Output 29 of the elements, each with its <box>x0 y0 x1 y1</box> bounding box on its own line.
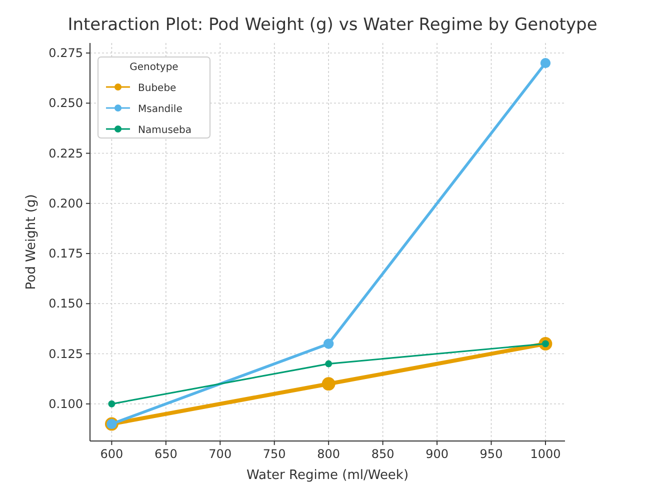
point <box>108 400 116 408</box>
x-tick-label: 900 <box>426 447 448 461</box>
y-tick-label: 0.200 <box>48 196 83 210</box>
x-tick-label: 600 <box>100 447 124 461</box>
x-tick-label: 800 <box>317 447 340 461</box>
x-tick-label: 1000 <box>530 447 561 461</box>
legend-label: Namuseba <box>138 125 192 136</box>
y-tick-label: 0.125 <box>48 346 83 361</box>
x-tick-label: 950 <box>480 447 503 461</box>
chart-title: Interaction Plot: Pod Weight (g) vs Water Regime by Genotype <box>68 15 598 35</box>
legend-title: Genotype <box>130 62 178 73</box>
y-tick-label: 0.100 <box>48 396 83 411</box>
point <box>322 377 336 391</box>
y-tick-label: 0.150 <box>48 296 83 311</box>
y-tick-label: 0.275 <box>48 46 83 60</box>
x-tick-label: 650 <box>154 447 178 461</box>
x-tick-label: 750 <box>262 447 286 461</box>
x-axis-title: Water Regime (ml/Week) <box>246 468 409 483</box>
point <box>323 338 334 349</box>
x-tick-label: 850 <box>371 447 394 461</box>
point <box>540 58 551 68</box>
legend-label: Msandile <box>138 104 182 115</box>
legend-label: Bubebe <box>138 83 176 94</box>
x-tick-label: 700 <box>208 447 232 461</box>
y-tick-label: 0.175 <box>48 246 83 261</box>
y-axis-title: Pod Weight (g) <box>24 194 39 290</box>
y-tick-label: 0.250 <box>48 96 83 110</box>
y-tick-label: 0.225 <box>48 146 83 160</box>
point <box>325 360 332 368</box>
